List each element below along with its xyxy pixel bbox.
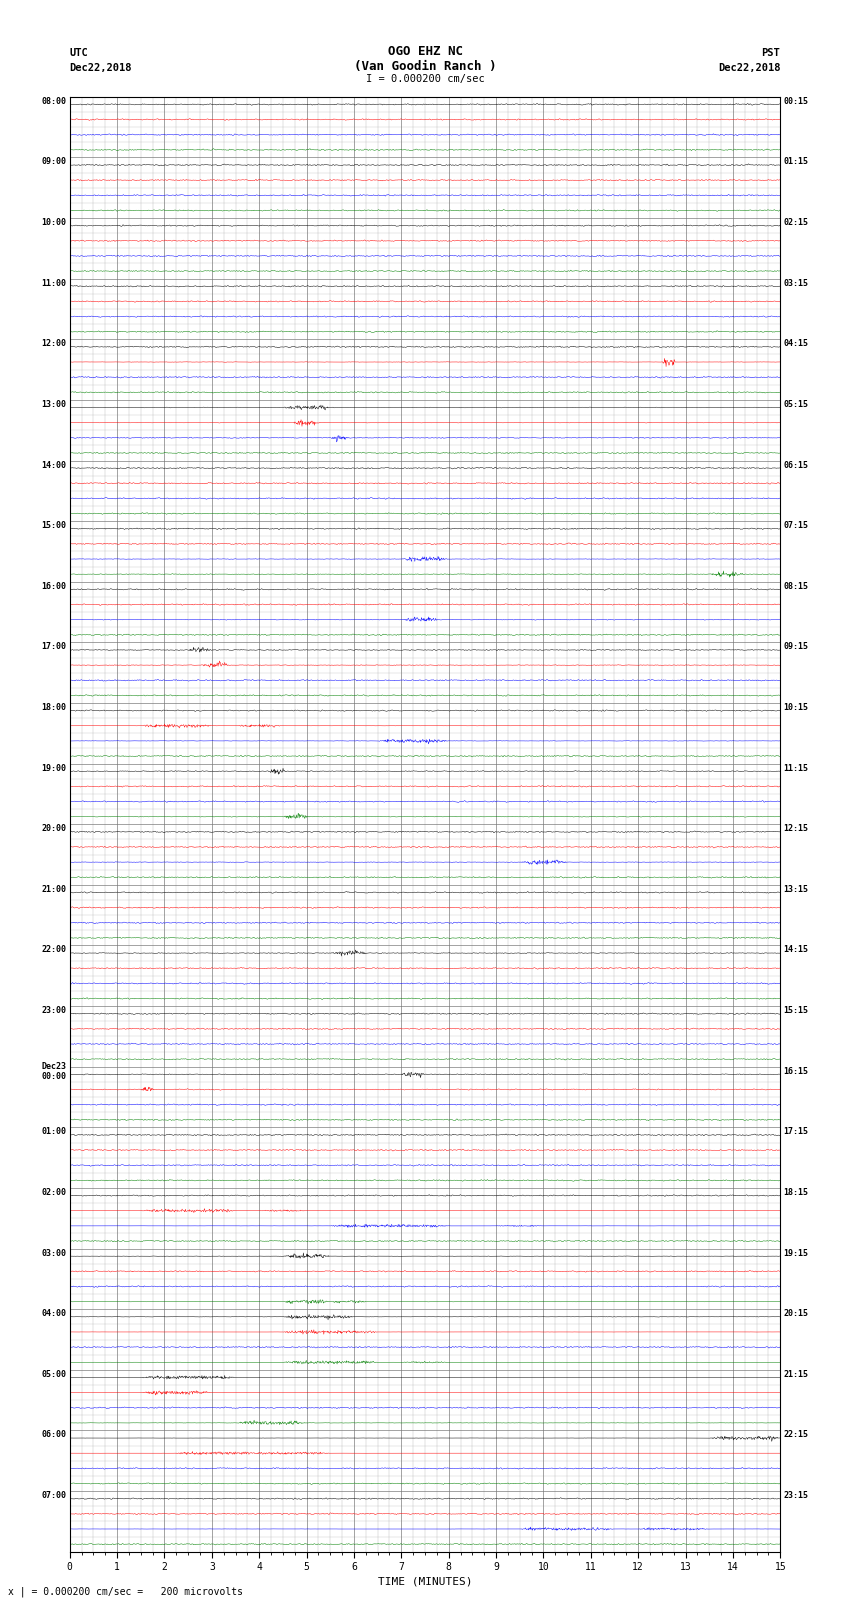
Text: 21:15: 21:15 — [784, 1369, 808, 1379]
Text: 13:15: 13:15 — [784, 886, 808, 894]
Text: 14:00: 14:00 — [42, 461, 66, 469]
Text: 11:00: 11:00 — [42, 279, 66, 287]
Text: 09:15: 09:15 — [784, 642, 808, 652]
Text: 21:00: 21:00 — [42, 886, 66, 894]
Text: I = 0.000200 cm/sec: I = 0.000200 cm/sec — [366, 74, 484, 84]
Text: 14:15: 14:15 — [784, 945, 808, 955]
Text: 08:15: 08:15 — [784, 582, 808, 590]
Text: 15:15: 15:15 — [784, 1007, 808, 1015]
Text: 10:00: 10:00 — [42, 218, 66, 227]
Text: OGO EHZ NC: OGO EHZ NC — [388, 45, 462, 58]
Text: 17:15: 17:15 — [784, 1127, 808, 1136]
Text: 04:00: 04:00 — [42, 1310, 66, 1318]
Text: 20:00: 20:00 — [42, 824, 66, 834]
Text: 12:00: 12:00 — [42, 339, 66, 348]
Text: 20:15: 20:15 — [784, 1310, 808, 1318]
Text: 18:15: 18:15 — [784, 1187, 808, 1197]
X-axis label: TIME (MINUTES): TIME (MINUTES) — [377, 1576, 473, 1586]
Text: 10:15: 10:15 — [784, 703, 808, 711]
Text: 07:15: 07:15 — [784, 521, 808, 531]
Text: 02:15: 02:15 — [784, 218, 808, 227]
Text: UTC: UTC — [70, 48, 88, 58]
Text: Dec23: Dec23 — [42, 1061, 66, 1071]
Text: 03:15: 03:15 — [784, 279, 808, 287]
Text: 04:15: 04:15 — [784, 339, 808, 348]
Text: 16:00: 16:00 — [42, 582, 66, 590]
Text: 06:00: 06:00 — [42, 1431, 66, 1439]
Text: 22:15: 22:15 — [784, 1431, 808, 1439]
Text: 05:00: 05:00 — [42, 1369, 66, 1379]
Text: 07:00: 07:00 — [42, 1490, 66, 1500]
Text: 17:00: 17:00 — [42, 642, 66, 652]
Text: 01:15: 01:15 — [784, 158, 808, 166]
Text: 22:00: 22:00 — [42, 945, 66, 955]
Text: 23:15: 23:15 — [784, 1490, 808, 1500]
Text: 09:00: 09:00 — [42, 158, 66, 166]
Text: 12:15: 12:15 — [784, 824, 808, 834]
Text: 05:15: 05:15 — [784, 400, 808, 408]
Text: 06:15: 06:15 — [784, 461, 808, 469]
Text: 00:15: 00:15 — [784, 97, 808, 106]
Text: 01:00: 01:00 — [42, 1127, 66, 1136]
Text: 18:00: 18:00 — [42, 703, 66, 711]
Text: 16:15: 16:15 — [784, 1066, 808, 1076]
Text: 23:00: 23:00 — [42, 1007, 66, 1015]
Text: 13:00: 13:00 — [42, 400, 66, 408]
Text: 15:00: 15:00 — [42, 521, 66, 531]
Text: 19:00: 19:00 — [42, 763, 66, 773]
Text: PST: PST — [762, 48, 780, 58]
Text: (Van Goodin Ranch ): (Van Goodin Ranch ) — [354, 60, 496, 73]
Text: x | = 0.000200 cm/sec =   200 microvolts: x | = 0.000200 cm/sec = 200 microvolts — [8, 1586, 243, 1597]
Text: 11:15: 11:15 — [784, 763, 808, 773]
Text: 19:15: 19:15 — [784, 1248, 808, 1258]
Text: 02:00: 02:00 — [42, 1187, 66, 1197]
Text: 00:00: 00:00 — [42, 1071, 66, 1081]
Text: 03:00: 03:00 — [42, 1248, 66, 1258]
Text: Dec22,2018: Dec22,2018 — [70, 63, 133, 73]
Text: 08:00: 08:00 — [42, 97, 66, 106]
Text: Dec22,2018: Dec22,2018 — [717, 63, 780, 73]
